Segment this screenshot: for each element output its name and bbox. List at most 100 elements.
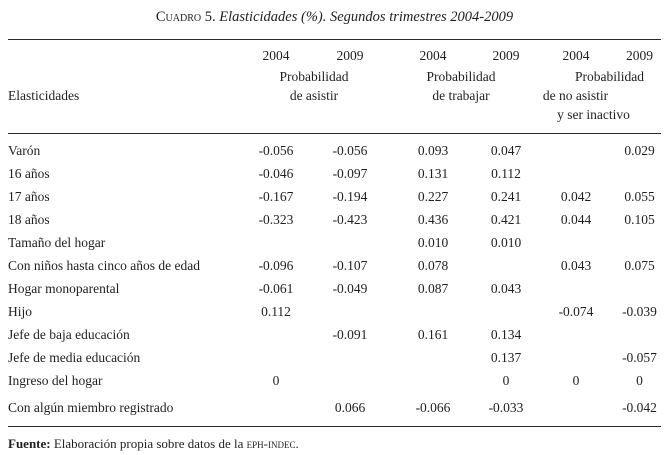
value-cell: 0.112 [491, 166, 521, 181]
year-header-row: 2004 2009 2004 2009 2004 2009 [8, 40, 661, 65]
row-label: Hogar monoparental [8, 281, 120, 296]
table-row: Jefe de baja educación -0.091 0.161 0.13… [8, 323, 661, 346]
value-cell: 0.105 [624, 212, 655, 227]
year-header: 2004 [562, 48, 590, 63]
value-cell [240, 323, 312, 346]
corner-label: Elasticidades [8, 88, 80, 103]
value-cell: 0.161 [417, 327, 449, 342]
group-caption-no-asistir: Probabilidad de no asistir y ser inactiv… [534, 64, 661, 134]
value-cell [618, 323, 661, 346]
table-row: Tamaño del hogar 0.010 0.010 [8, 231, 661, 254]
value-cell: 0.029 [624, 143, 655, 158]
value-cell: 0 [636, 373, 643, 388]
row-label: Jefe de baja educación [8, 327, 130, 342]
value-cell [534, 323, 618, 346]
source-acronym: eph-indec [246, 436, 296, 451]
value-cell [312, 231, 388, 254]
table-row: 17 años -0.167 -0.194 0.227 0.241 0.042 … [8, 185, 661, 208]
value-cell [388, 300, 478, 323]
value-cell [240, 392, 312, 427]
value-cell [240, 231, 312, 254]
value-cell: -0.049 [332, 281, 368, 296]
caption-line: Probabilidad [426, 69, 496, 84]
value-cell: 0.044 [560, 212, 592, 227]
value-cell: 0.134 [490, 327, 522, 342]
table-row: 18 años -0.323 -0.423 0.436 0.421 0.044 … [8, 208, 661, 231]
value-cell: -0.423 [332, 212, 368, 227]
value-cell: 0.421 [490, 212, 522, 227]
value-cell: 0.436 [417, 212, 449, 227]
table-row: Hogar monoparental -0.061 -0.049 0.087 0… [8, 277, 661, 300]
value-cell [534, 277, 618, 300]
value-cell [534, 231, 618, 254]
value-cell: 0 [272, 373, 280, 388]
caption-line: de no asistir [542, 88, 609, 103]
source-note: Fuente: Elaboración propia sobre datos d… [8, 436, 669, 452]
table-row: 16 años -0.046 -0.097 0.131 0.112 [8, 162, 661, 185]
value-cell: 0.043 [490, 281, 522, 296]
empty-corner-cell [8, 40, 240, 65]
value-cell: 0.227 [417, 189, 449, 204]
table-header: 2004 2009 2004 2009 2004 2009 Elasticida… [8, 39, 661, 134]
row-label: 18 años [8, 212, 50, 227]
value-cell: 0.066 [334, 400, 366, 415]
table-row: Con niños hasta cinco años de edad -0.09… [8, 254, 661, 277]
group-caption-row: Elasticidades Probabilidad de asistir Pr… [8, 64, 661, 134]
row-label: 16 años [8, 166, 50, 181]
group-caption-asistir: Probabilidad de asistir [240, 64, 388, 134]
row-label: 17 años [8, 189, 50, 204]
value-cell [534, 162, 618, 185]
value-cell [534, 346, 618, 369]
table-title: Cuadro 5. Elasticidades (%). Segundos tr… [0, 0, 669, 26]
value-cell [534, 392, 618, 427]
year-header: 2009 [336, 48, 364, 63]
year-header: 2004 [419, 48, 447, 63]
elasticities-table: 2004 2009 2004 2009 2004 2009 Elasticida… [8, 39, 661, 427]
value-cell: -0.107 [332, 258, 368, 273]
year-header: 2009 [626, 48, 653, 63]
value-cell: -0.057 [622, 350, 657, 365]
value-cell: -0.056 [332, 143, 368, 158]
value-cell: 0.241 [490, 189, 522, 204]
value-cell: -0.097 [332, 166, 368, 181]
table-row: Hijo 0.112 -0.074 -0.039 [8, 300, 661, 323]
table-row: Jefe de media educación 0.137 -0.057 [8, 346, 661, 369]
caption-line: Probabilidad [279, 69, 349, 84]
value-cell: -0.323 [258, 212, 294, 227]
year-header: 2004 [262, 48, 290, 63]
value-cell [478, 300, 534, 323]
value-cell [312, 346, 388, 369]
value-cell: -0.091 [332, 327, 368, 342]
value-cell: 0 [502, 373, 510, 388]
row-label: Ingreso del hogar [8, 373, 103, 388]
value-cell [618, 277, 661, 300]
value-cell [388, 369, 478, 392]
value-cell: 0.047 [490, 143, 522, 158]
table-body: Varón -0.056 -0.056 0.093 0.047 0.029 16… [8, 134, 661, 427]
value-cell [312, 369, 388, 392]
value-cell [388, 346, 478, 369]
value-cell [618, 162, 661, 185]
value-cell: 0.093 [417, 143, 449, 158]
value-cell: -0.056 [258, 143, 294, 158]
source-note-text: Elaboración propia sobre datos de la [50, 436, 247, 451]
year-header: 2009 [492, 48, 520, 63]
group-caption-trabajar: Probabilidad de trabajar [388, 64, 534, 134]
value-cell: 0.010 [417, 235, 449, 250]
value-cell: 0.043 [560, 258, 592, 273]
value-cell: 0.078 [417, 258, 449, 273]
value-cell [312, 300, 388, 323]
row-label: Tamaño del hogar [8, 235, 106, 250]
row-label: Varón [8, 143, 41, 158]
value-cell: 0.087 [417, 281, 449, 296]
value-cell: 0.055 [624, 189, 655, 204]
value-cell: 0.131 [417, 166, 449, 181]
source-note-label: Fuente: [8, 436, 51, 451]
caption-line: de asistir [289, 88, 339, 103]
value-cell [618, 231, 661, 254]
table-row: Ingreso del hogar 0 0 0 0 [8, 369, 661, 392]
value-cell: 0.112 [261, 304, 291, 319]
value-cell: 0.137 [490, 350, 522, 365]
value-cell: -0.066 [415, 400, 451, 415]
value-cell: 0 [572, 373, 580, 388]
